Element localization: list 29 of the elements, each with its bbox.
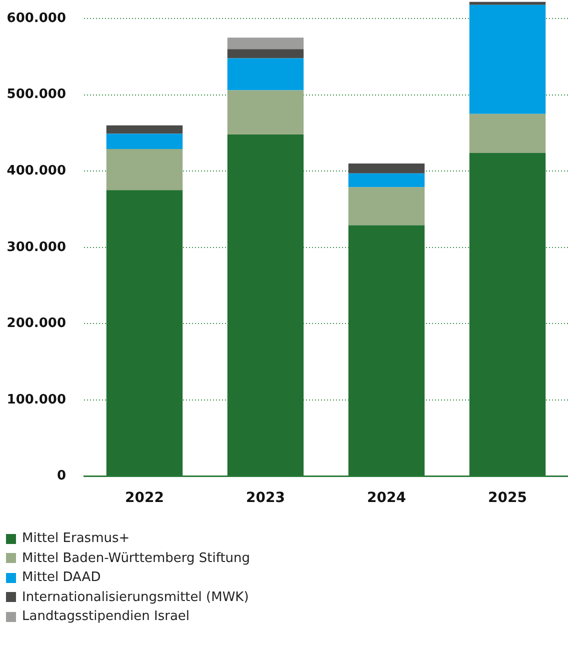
bar xyxy=(106,134,183,149)
bar xyxy=(106,149,183,190)
x-tick-label: 2024 xyxy=(367,490,406,506)
bar xyxy=(348,173,425,188)
bar xyxy=(227,49,304,58)
bar xyxy=(348,163,425,174)
bar xyxy=(106,125,183,134)
legend-label: Landtagsstipendien Israel xyxy=(22,609,190,624)
x-tick-label: 2022 xyxy=(125,490,164,506)
bar xyxy=(348,187,425,226)
legend-label: Internationalisierungsmittel (MWK) xyxy=(22,590,249,605)
bar xyxy=(227,90,304,135)
legend-label: Mittel DAAD xyxy=(22,570,101,586)
legend-label: Mittel Baden-Württemberg Stiftung xyxy=(22,550,250,566)
x-tick-label: 2025 xyxy=(488,490,527,506)
bar xyxy=(469,4,546,114)
legend-label: Mittel Erasmus+ xyxy=(22,531,130,546)
y-tick-label: 400.000 xyxy=(6,163,66,178)
bar xyxy=(469,2,546,5)
bar xyxy=(227,38,304,50)
bar xyxy=(227,58,304,90)
y-tick-label: 200.000 xyxy=(6,316,66,332)
y-tick-label: 0 xyxy=(56,468,66,484)
y-tick-label: 300.000 xyxy=(6,240,66,255)
y-tick-label: 100.000 xyxy=(6,392,66,408)
y-tick-label: 600.000 xyxy=(6,10,66,26)
x-tick-label: 2023 xyxy=(246,490,285,506)
bar xyxy=(469,114,546,153)
y-tick-label: 500.000 xyxy=(6,87,66,102)
